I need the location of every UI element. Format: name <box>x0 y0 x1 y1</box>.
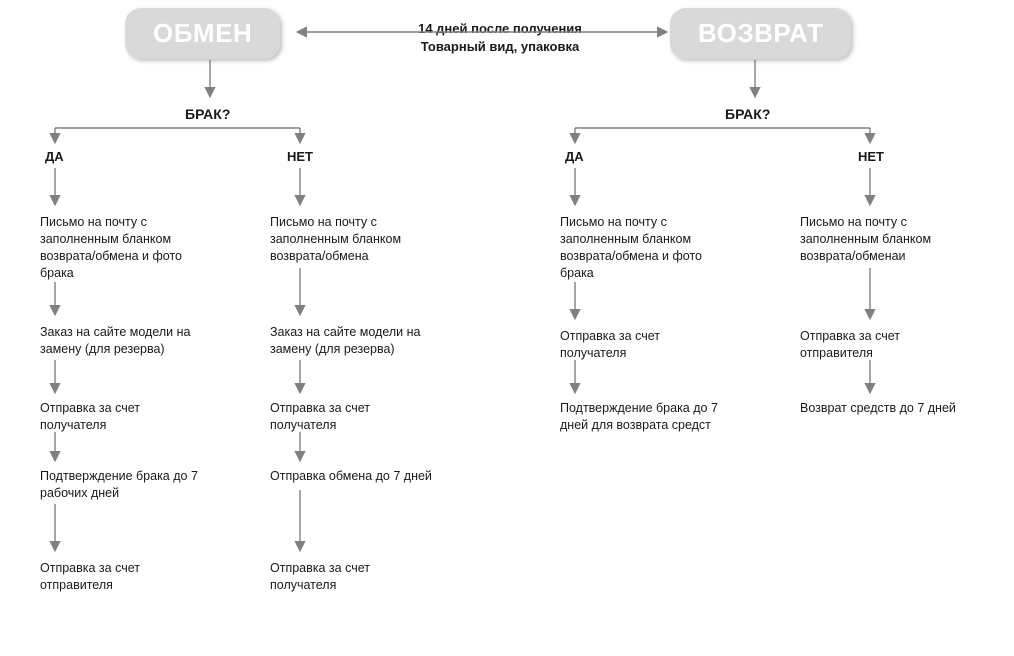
return-yes: ДА <box>565 149 584 164</box>
return-no-step-3: Возврат средств до 7 дней <box>800 400 965 417</box>
exchange-yes-step-2: Заказ на сайте модели на замену (для рез… <box>40 324 205 358</box>
return-no-step-2: Отправка за счет отправителя <box>800 328 965 362</box>
header-line-2: Товарный вид, упаковка <box>360 38 640 56</box>
return-yes-step-3: Подтверждение брака до 7 дней для возвра… <box>560 400 725 434</box>
return-defect-question: БРАК? <box>725 106 770 122</box>
return-yes-step-2: Отправка за счет получателя <box>560 328 725 362</box>
exchange-yes-step-5: Отправка за счет отправителя <box>40 560 205 594</box>
return-yes-step-1: Письмо на почту с заполненным бланком во… <box>560 214 725 282</box>
exchange-pill-label: ОБМЕН <box>153 18 252 48</box>
exchange-no-step-3: Отправка за счет получателя <box>270 400 435 434</box>
header-condition: 14 дней после получения Товарный вид, уп… <box>360 20 640 55</box>
exchange-yes-step-3: Отправка за счет получателя <box>40 400 205 434</box>
exchange-yes: ДА <box>45 149 64 164</box>
exchange-yes-step-4: Подтверждение брака до 7 рабочих дней <box>40 468 205 502</box>
exchange-no-step-5: Отправка за счет получателя <box>270 560 435 594</box>
exchange-yes-step-1: Письмо на почту с заполненным бланком во… <box>40 214 205 282</box>
exchange-no-step-4: Отправка обмена до 7 дней <box>270 468 435 485</box>
exchange-no-step-1: Письмо на почту с заполненным бланком во… <box>270 214 435 265</box>
return-pill-label: ВОЗВРАТ <box>698 18 823 48</box>
return-no: НЕТ <box>858 149 884 164</box>
return-pill: ВОЗВРАТ <box>670 8 851 59</box>
exchange-no: НЕТ <box>287 149 313 164</box>
exchange-no-step-2: Заказ на сайте модели на замену (для рез… <box>270 324 435 358</box>
exchange-pill: ОБМЕН <box>125 8 280 59</box>
exchange-defect-question: БРАК? <box>185 106 230 122</box>
return-no-step-1: Письмо на почту с заполненным бланком во… <box>800 214 965 265</box>
header-line-1: 14 дней после получения <box>360 20 640 38</box>
